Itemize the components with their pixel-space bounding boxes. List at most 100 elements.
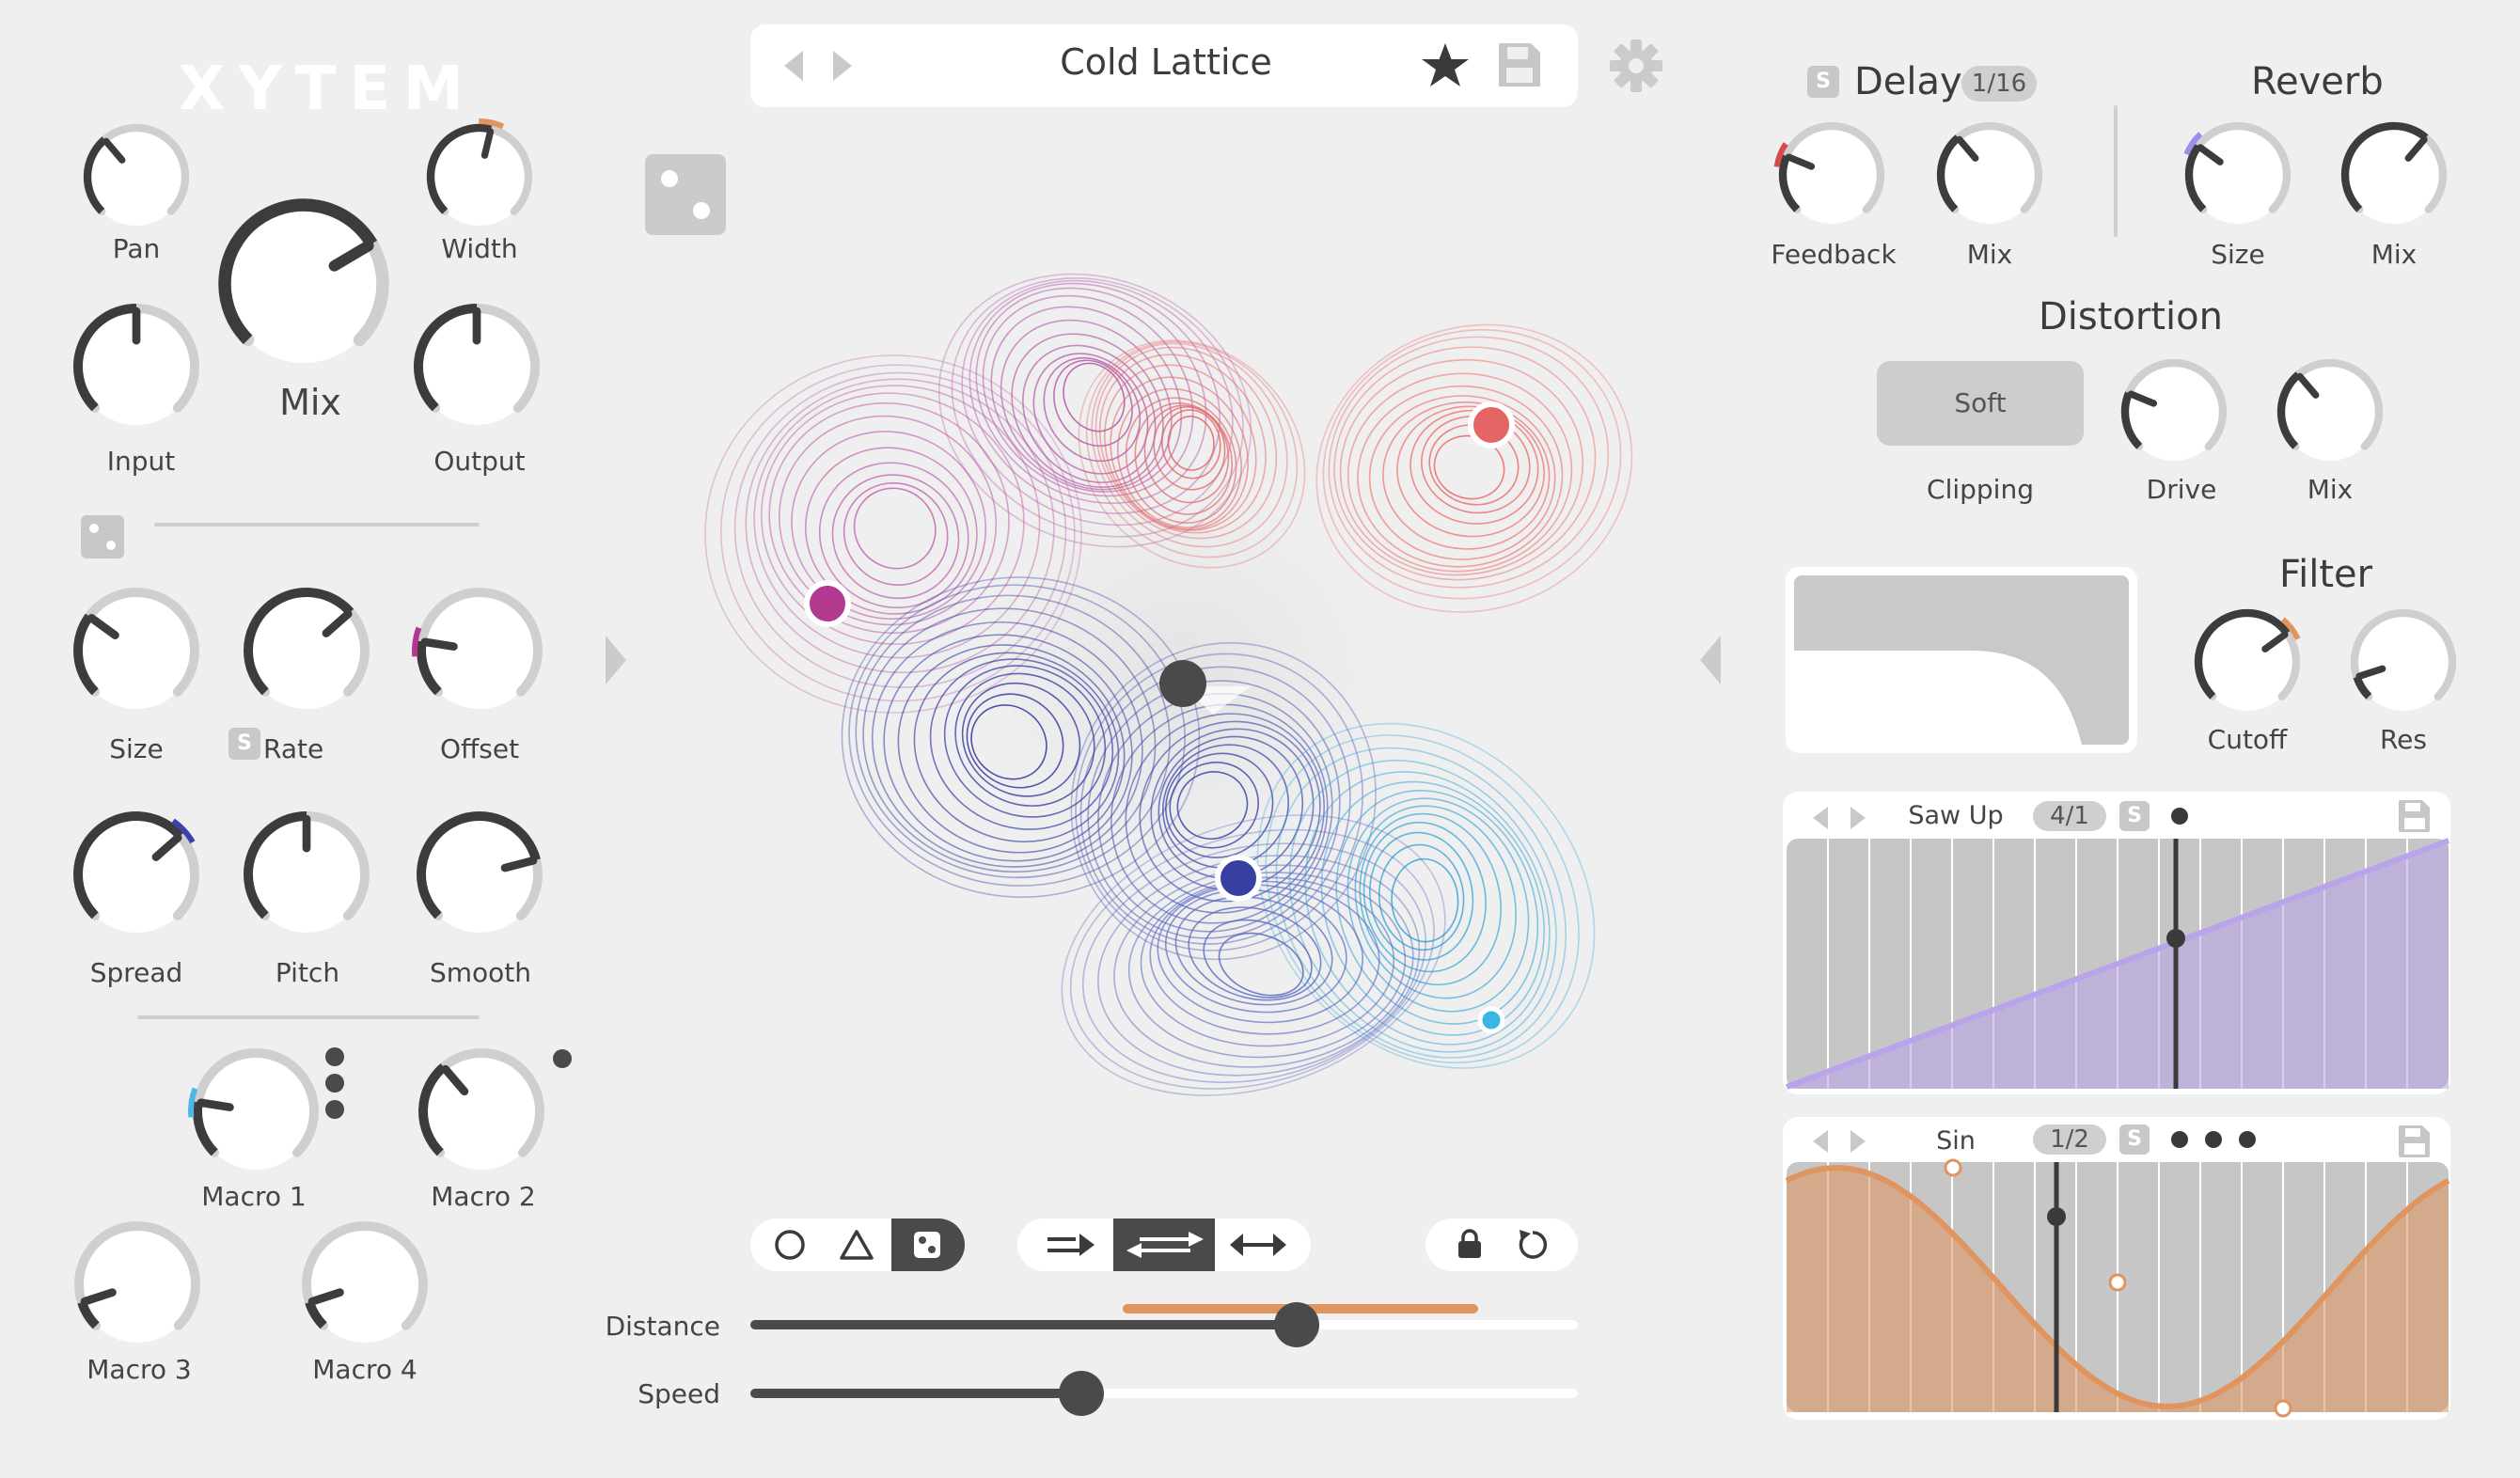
lfo1-graph[interactable] [1785, 838, 2450, 1093]
macro2-menu-dot-icon[interactable] [551, 1047, 574, 1070]
knob-label-width: Width [441, 233, 518, 264]
knob-macro1[interactable] [184, 1040, 327, 1183]
favorite-star-icon[interactable] [1420, 41, 1471, 90]
preset-next-icon[interactable] [831, 49, 854, 83]
lfo2-graph[interactable] [1785, 1158, 2450, 1418]
lfo2-shape-name[interactable]: Sin [1936, 1126, 1976, 1156]
lfo2-prev-icon[interactable] [1811, 1128, 1830, 1155]
delay-sync-badge[interactable]: S [1807, 66, 1839, 98]
speed-slider-thumb[interactable] [1059, 1371, 1104, 1416]
collapse-right-panel-icon[interactable] [1696, 632, 1725, 688]
rate-sync-badge[interactable]: S [228, 728, 260, 760]
knob-output[interactable] [405, 295, 548, 438]
knob-label-smooth: Smooth [429, 957, 532, 988]
lfo2-sync-badge[interactable]: S [2119, 1124, 2150, 1155]
knob-macro4[interactable] [293, 1213, 436, 1356]
xy-node-cyan[interactable] [1477, 1006, 1505, 1034]
knob-label-res: Res [2379, 724, 2427, 755]
lfo2-next-icon[interactable] [1849, 1128, 1867, 1155]
direction-pingpong-icon [1126, 1232, 1204, 1258]
xy-morph-pad[interactable] [658, 188, 1655, 1128]
lock-reset-group [1425, 1219, 1578, 1271]
knob-res[interactable] [2341, 600, 2465, 724]
settings-gear-icon[interactable] [1610, 39, 1662, 92]
knob-size[interactable] [65, 579, 208, 722]
knob-label-distortion-mix: Mix [2307, 474, 2354, 505]
shape-circle-icon[interactable] [773, 1228, 807, 1262]
knob-macro3[interactable] [66, 1213, 209, 1356]
knob-feedback[interactable] [1770, 113, 1894, 237]
xy-node-red[interactable] [1468, 401, 1515, 448]
shape-triangle-icon[interactable] [839, 1228, 874, 1262]
pad-dice-icon[interactable] [645, 154, 726, 235]
knob-label-output: Output [433, 446, 526, 477]
lfo1-next-icon[interactable] [1849, 805, 1867, 831]
knob-label-spread: Spread [89, 957, 183, 988]
knob-mix[interactable] [212, 192, 396, 376]
knob-label-size: Size [109, 733, 164, 764]
preset-prev-icon[interactable] [782, 49, 805, 83]
direction-forward-icon[interactable] [1044, 1228, 1096, 1262]
distortion-title: Distortion [2039, 295, 2223, 338]
distortion-mode-label: Clipping [1927, 474, 2034, 505]
filter-response-display[interactable] [1783, 564, 2140, 756]
knob-label-macro4: Macro 4 [312, 1354, 417, 1385]
knob-label-drive: Drive [2146, 474, 2217, 505]
knob-pitch[interactable] [235, 803, 378, 946]
knob-pan[interactable] [74, 115, 198, 239]
knob-smooth[interactable] [408, 803, 551, 946]
knob-label-cutoff: Cutoff [2207, 724, 2288, 755]
knob-label-input: Input [106, 446, 176, 477]
save-floppy-icon[interactable] [1497, 41, 1542, 88]
direction-both-icon[interactable] [1228, 1228, 1288, 1262]
knob-label-feedback: Feedback [1771, 239, 1897, 270]
direction-pingpong-button[interactable] [1113, 1219, 1215, 1271]
section-divider [2114, 105, 2118, 237]
knob-reverb-size[interactable] [2176, 113, 2300, 237]
knob-input[interactable] [65, 295, 208, 438]
lfo2-point-indicators-icon [2171, 1131, 2256, 1148]
knob-spread[interactable] [65, 803, 208, 946]
distortion-mode-button[interactable]: Soft [1877, 361, 2084, 446]
delay-rate-badge[interactable]: 1/16 [1961, 66, 2037, 102]
knob-label-pitch: Pitch [275, 957, 340, 988]
knob-delay-mix[interactable] [1928, 113, 2052, 237]
knob-cutoff[interactable] [2185, 600, 2309, 724]
knob-reverb-mix[interactable] [2332, 113, 2456, 237]
lfo1-prev-icon[interactable] [1811, 805, 1830, 831]
knob-label-mix: Mix [279, 382, 341, 423]
knob-macro2[interactable] [410, 1040, 553, 1183]
knob-label-macro2: Macro 2 [431, 1181, 536, 1212]
knob-label-reverb-mix: Mix [2370, 239, 2418, 270]
knob-width[interactable] [417, 115, 542, 239]
knob-drive[interactable] [2112, 350, 2236, 474]
lfo2-save-floppy-icon[interactable] [2398, 1124, 2432, 1158]
xy-cursor[interactable] [1159, 660, 1206, 707]
delay-title: Delay [1854, 60, 1962, 103]
lock-icon[interactable] [1456, 1228, 1484, 1260]
distance-slider-fill [750, 1320, 1297, 1329]
slider-label-speed: Speed [638, 1378, 720, 1409]
knob-label-offset: Offset [439, 733, 520, 764]
lfo1-save-floppy-icon[interactable] [2398, 799, 2432, 833]
knob-distortion-mix[interactable] [2268, 350, 2392, 474]
lfo1-sync-badge[interactable]: S [2119, 801, 2150, 831]
lfo2-rate-badge[interactable]: 1/2 [2033, 1124, 2106, 1155]
collapse-left-panel-icon[interactable] [602, 632, 630, 688]
lfo1-rate-badge[interactable]: 4/1 [2033, 801, 2106, 831]
distance-slider-thumb[interactable] [1273, 1302, 1319, 1347]
reset-icon[interactable] [1516, 1228, 1550, 1262]
knob-label-macro3: Macro 3 [87, 1354, 192, 1385]
knob-label-pan: Pan [112, 233, 161, 264]
xy-node-magenta[interactable] [804, 580, 851, 627]
knob-offset[interactable] [408, 579, 551, 722]
logo: XYTEM [179, 55, 477, 124]
randomize-dice-icon[interactable] [81, 515, 124, 558]
lfo1-shape-name[interactable]: Saw Up [1908, 801, 2004, 830]
xy-node-blue[interactable] [1215, 855, 1262, 902]
speed-slider-track[interactable] [750, 1389, 1578, 1398]
section-divider [137, 1015, 480, 1019]
preset-name[interactable]: Cold Lattice [1060, 41, 1272, 83]
knob-rate[interactable] [235, 579, 378, 722]
macro1-menu-dots-icon[interactable] [323, 1046, 346, 1126]
